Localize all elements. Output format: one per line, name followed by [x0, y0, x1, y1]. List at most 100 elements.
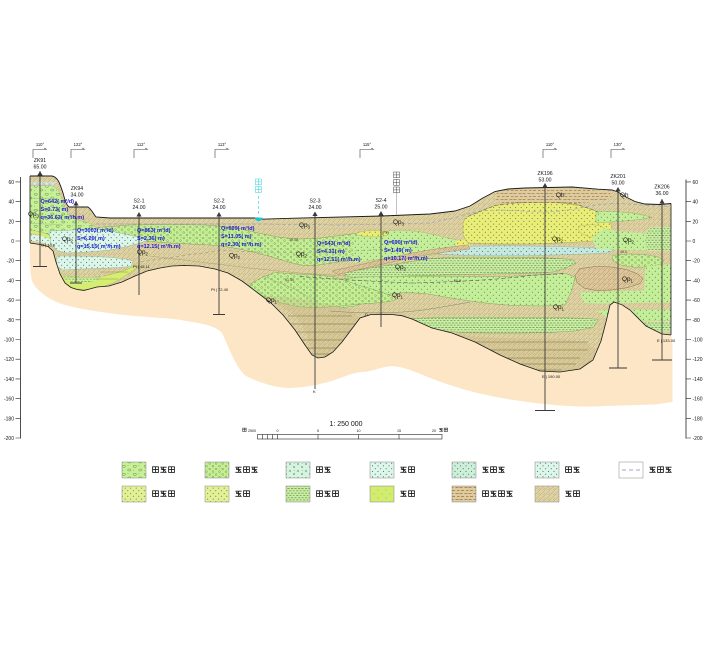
- svg-text:122°: 122°: [74, 142, 83, 147]
- svg-text:S2-4: S2-4: [376, 198, 387, 204]
- svg-text:34.00: 34.00: [71, 193, 84, 199]
- svg-text:53.00: 53.00: [539, 178, 552, 184]
- svg-text:0: 0: [277, 429, 279, 433]
- svg-text:S=1.49( m): S=1.49( m): [384, 248, 412, 254]
- svg-text:q=15.15( m³/h.m): q=15.15( m³/h.m): [77, 243, 121, 250]
- svg-text:Qp1: Qp1: [392, 292, 404, 299]
- svg-text:2500: 2500: [248, 429, 256, 433]
- svg-text:E | 133.00: E | 133.00: [657, 338, 676, 343]
- svg-text:Qp2: Qp2: [296, 251, 308, 258]
- svg-text:Qp2: Qp2: [229, 253, 241, 260]
- svg-text:q=12.51( m³/h.m): q=12.51( m³/h.m): [317, 256, 361, 263]
- svg-text:ZK94: ZK94: [71, 186, 84, 192]
- svg-text:41.30: 41.30: [285, 278, 294, 282]
- svg-text:24.00: 24.00: [133, 205, 146, 211]
- svg-text:50.00: 50.00: [612, 181, 625, 187]
- svg-text:ZK91: ZK91: [34, 158, 47, 164]
- svg-text:20: 20: [8, 219, 14, 225]
- svg-text:Pt | 72.40: Pt | 72.40: [211, 287, 229, 292]
- svg-text:Q=543( m³/d): Q=543( m³/d): [317, 240, 351, 247]
- svg-text:-80: -80: [7, 318, 14, 324]
- svg-text:Q=3003( m³/d): Q=3003( m³/d): [77, 227, 114, 234]
- svg-text:60: 60: [693, 180, 699, 186]
- svg-text:110°: 110°: [36, 142, 45, 147]
- svg-text:S=6.26( m): S=6.26( m): [77, 236, 105, 242]
- svg-text:-40: -40: [693, 278, 700, 284]
- svg-text:0: 0: [693, 239, 696, 245]
- svg-text:-120: -120: [4, 357, 14, 363]
- svg-text:S=4.31( m): S=4.31( m): [317, 249, 345, 255]
- svg-text:-140: -140: [4, 377, 14, 383]
- svg-text:40: 40: [8, 200, 14, 206]
- svg-text:65.00: 65.00: [34, 165, 47, 171]
- svg-text:E | 190.00: E | 190.00: [542, 374, 561, 379]
- svg-text:Qp2: Qp2: [623, 237, 635, 244]
- svg-text:S2-1: S2-1: [134, 199, 145, 205]
- svg-text:-120: -120: [693, 357, 703, 363]
- svg-text:-160: -160: [4, 397, 14, 403]
- svg-text:Q=642( m³/d): Q=642( m³/d): [41, 198, 75, 205]
- svg-text:24.00: 24.00: [213, 205, 226, 211]
- svg-text:20: 20: [432, 429, 436, 433]
- svg-text:-80: -80: [693, 318, 700, 324]
- svg-text:Qp3: Qp3: [393, 219, 405, 226]
- svg-text:Q=863( m³/d): Q=863( m³/d): [137, 227, 171, 234]
- svg-text:-180: -180: [4, 416, 14, 422]
- svg-text:112°: 112°: [137, 142, 146, 147]
- svg-text:40: 40: [693, 200, 699, 206]
- svg-text:S=11.05( m): S=11.05( m): [221, 234, 252, 240]
- svg-text:q=12.15( m³/h.m): q=12.15( m³/h.m): [137, 243, 181, 250]
- svg-text:115°: 115°: [363, 142, 372, 147]
- svg-text:15: 15: [397, 429, 401, 433]
- svg-text:-200: -200: [4, 436, 14, 442]
- svg-text:Qp2: Qp2: [137, 249, 149, 256]
- svg-text:19.40: 19.40: [289, 238, 298, 242]
- svg-text:113°: 113°: [218, 142, 227, 147]
- svg-text:Qp1: Qp1: [266, 297, 278, 304]
- svg-text:-20: -20: [7, 259, 14, 265]
- svg-text:Qp3: Qp3: [28, 211, 40, 218]
- svg-text:ZK196: ZK196: [537, 171, 552, 177]
- svg-text:1: 250 000: 1: 250 000: [329, 421, 362, 428]
- svg-text:S2-3: S2-3: [310, 199, 321, 205]
- svg-text:K: K: [313, 389, 316, 394]
- svg-text:20: 20: [693, 219, 699, 225]
- svg-text:49.0: 49.0: [620, 250, 627, 254]
- svg-text:ZK206: ZK206: [654, 185, 669, 191]
- svg-text:-60: -60: [693, 298, 700, 304]
- svg-text:60.6: 60.6: [454, 279, 461, 283]
- svg-text:Qp1: Qp1: [622, 276, 634, 283]
- svg-text:130°: 130°: [614, 142, 623, 147]
- svg-text:-180: -180: [693, 416, 703, 422]
- svg-text:Qp2: Qp2: [62, 236, 74, 243]
- svg-text:q=10.17( m³/h.m): q=10.17( m³/h.m): [384, 255, 428, 262]
- svg-text:Qp2: Qp2: [552, 236, 564, 243]
- svg-text:-40: -40: [7, 278, 14, 284]
- svg-text:-20: -20: [693, 259, 700, 265]
- svg-text:S=0.73( m): S=0.73( m): [41, 207, 69, 213]
- svg-text:S2-2: S2-2: [214, 199, 225, 205]
- svg-text:Qh: Qh: [620, 192, 629, 199]
- svg-text:(F3): (F3): [382, 231, 389, 235]
- svg-text:24.00: 24.00: [309, 205, 322, 211]
- svg-text:Qh: Qh: [556, 192, 565, 199]
- svg-text:O | 10.0: O | 10.0: [41, 243, 56, 248]
- svg-text:D: D: [365, 312, 368, 317]
- svg-text:-200: -200: [693, 436, 703, 442]
- svg-text:-160: -160: [693, 397, 703, 403]
- svg-text:10: 10: [357, 429, 361, 433]
- svg-text:5: 5: [317, 429, 319, 433]
- svg-text:-100: -100: [693, 338, 703, 344]
- svg-text:S=2.36( m): S=2.36( m): [137, 236, 165, 242]
- svg-text:Qp3: Qp3: [299, 222, 311, 229]
- svg-text:-100: -100: [4, 338, 14, 344]
- svg-text:25.00: 25.00: [375, 205, 388, 211]
- svg-text:Q=609( m³/d): Q=609( m³/d): [221, 225, 255, 232]
- svg-text:-140: -140: [693, 377, 703, 383]
- svg-text:Qp1: Qp1: [553, 304, 565, 311]
- svg-text:36.00: 36.00: [656, 191, 669, 197]
- svg-text:q=36.63( m³/h.m): q=36.63( m³/h.m): [41, 214, 85, 221]
- svg-text:Qp2: Qp2: [395, 264, 407, 271]
- svg-text:q=2.30( m³/h.m): q=2.30( m³/h.m): [221, 241, 262, 248]
- svg-text:Q=690( m³/d): Q=690( m³/d): [384, 239, 418, 246]
